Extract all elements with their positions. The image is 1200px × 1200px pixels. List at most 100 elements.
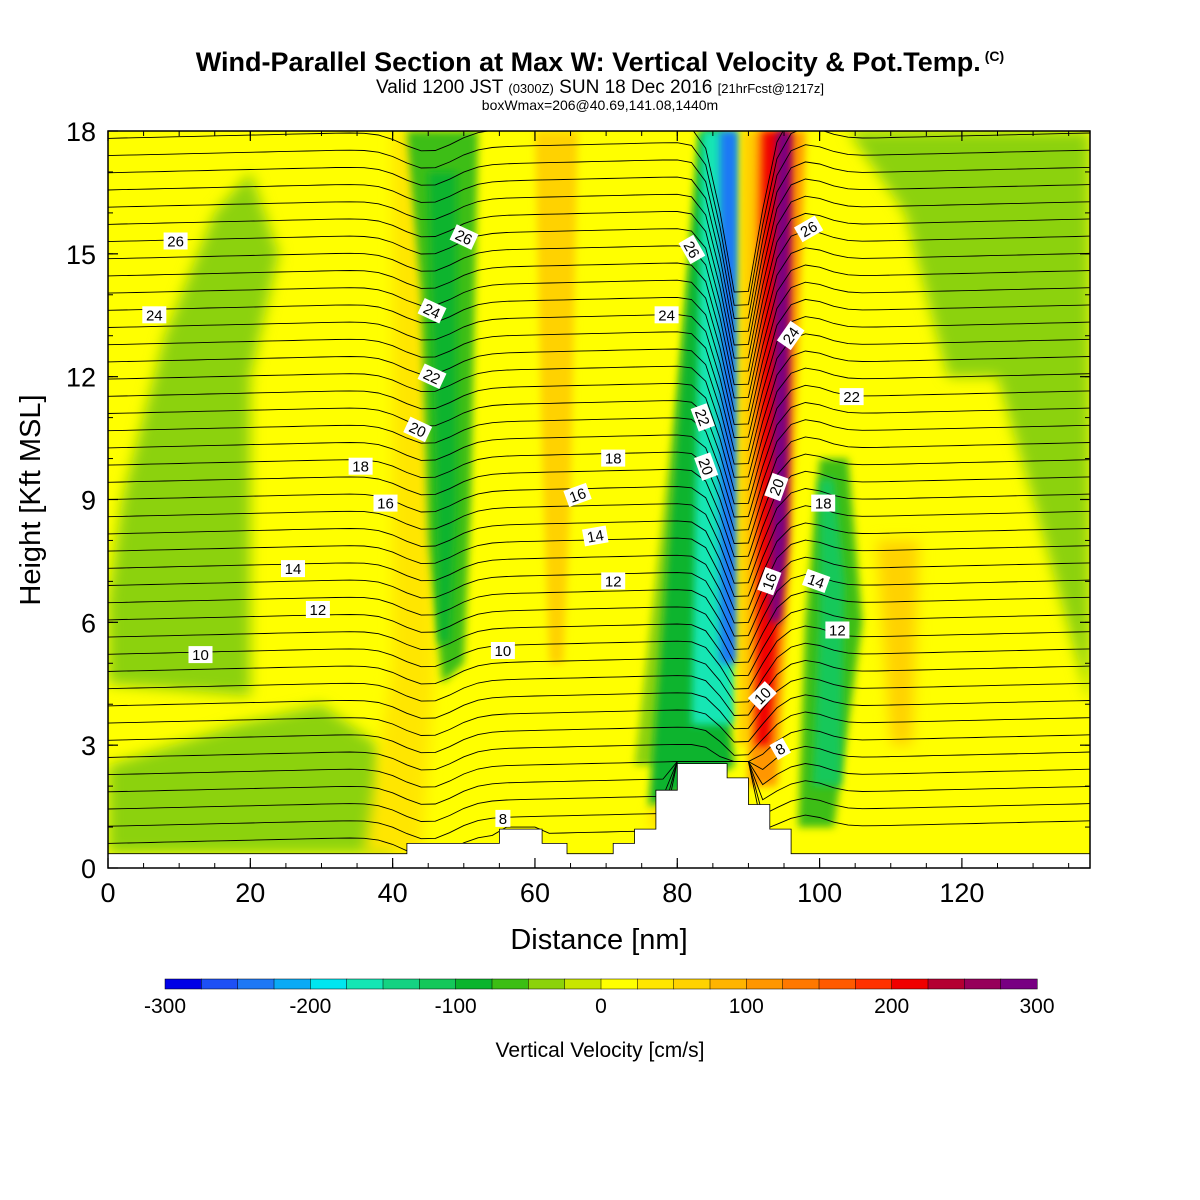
colorbar-swatch [673,978,711,990]
contour-label: 24 [654,306,679,324]
contour-label-text: 20 [406,419,428,441]
theta-contour-line [108,212,1090,372]
contour-label-bg [747,681,777,711]
colorbar-swatch [818,978,856,990]
contour-label: 10 [490,642,515,660]
contour-label-bg [163,232,188,250]
contour-label: 20 [694,452,719,481]
contour-label: 14 [582,525,609,547]
theta-contour-line [108,745,1090,788]
contour-label-bg [678,234,706,265]
contour-label-bg [839,388,864,406]
contour-label-bg [403,416,433,443]
theta-contour-line [108,488,1090,584]
contour-label-bg [373,494,398,512]
contour-label-text: 10 [495,643,512,660]
theta-contour-line [108,281,1090,425]
contour-label: 20 [764,472,789,502]
contour-label-text: 16 [567,485,588,507]
theta-contour-line [108,144,1090,319]
chart-title: Wind-Parallel Section at Max W: Vertical… [0,40,1200,78]
title-block: Wind-Parallel Section at Max W: Vertical… [0,40,1200,112]
contour-label-text: 18 [815,496,832,513]
contour-label-bg [582,525,609,547]
contour-label: 16 [373,494,398,513]
contour-label-text: 16 [759,571,781,592]
y-tick-label: 15 [66,240,96,270]
contour-label-bg [654,306,679,324]
theta-contour-line [108,591,1090,664]
theta-contour-line [108,350,1090,478]
contour-label-text: 12 [310,602,327,619]
valid-utc: (0300Z) [508,81,554,96]
contour-label: 26 [163,232,188,251]
colorbar-swatch [528,978,566,990]
contour-label-bg [490,642,515,659]
colorbar-swatch [927,978,965,990]
contour-label: 22 [417,363,447,390]
colorbar-swatch [201,978,239,990]
contour-label: 24 [142,306,167,324]
theta-contour-line [108,264,1090,412]
contour-label-text: 14 [285,561,302,578]
contour-label: 10 [747,681,777,711]
theta-contour-line [108,761,1090,840]
contour-label: 20 [403,416,433,443]
contour-label: 18 [811,494,836,513]
colorbar-swatch [564,978,602,990]
theta-contour-line [108,161,1090,333]
contour-label-bg [563,482,592,508]
contour-label: 8 [495,809,511,828]
colorbar-tick-label: 100 [729,995,764,1018]
contour-label-bg [449,224,479,250]
contour-label: 8 [769,737,791,760]
contour-label-bg [601,449,626,467]
velocity-band [428,171,457,643]
contour-label-text: 26 [167,234,184,251]
contour-label-bg [142,306,167,324]
contour-label-bg [495,809,511,827]
theta-contour-line [108,131,1090,306]
colorbar-tick-label: 300 [1019,995,1054,1018]
y-tick-label: 18 [66,117,96,147]
contour-label-text: 20 [767,477,789,498]
contour-label: 24 [417,297,447,324]
theta-contour-line [108,728,1090,771]
contour-label: 18 [348,457,373,476]
colorbar-swatch [782,978,820,990]
plot-area: 26 24 10 14 12 18 16 20 22 24 26 10 8 18 16 14 12 24 26 22 2… [108,131,1090,868]
contour-label-text: 12 [829,623,846,640]
contour-label-text: 10 [192,647,209,664]
x-tick-label: 40 [378,878,408,908]
theta-contour-line [108,625,1090,690]
colorbar-swatch [382,978,420,990]
contour-label-text: 24 [146,307,163,324]
theta-contour-line [108,556,1090,637]
theta-contour-line [108,419,1090,531]
theta-contour-line [108,247,1090,399]
colorbar-swatch [637,978,675,990]
contour-label-bg [801,568,831,594]
contour-label: 16 [563,482,592,508]
colorbar-title: Vertical Velocity [cm/s] [496,1039,705,1062]
contour-label-bg [811,494,836,512]
theta-contour-line [108,333,1090,465]
contour-label-text: 12 [605,573,622,590]
theta-contour-line [108,402,1090,518]
contour-label-bg [281,560,305,578]
theta-contour-line [108,711,1090,756]
theta-contour-line [108,761,1090,853]
contour-label-text: 24 [780,324,803,347]
y-tick-label: 6 [81,608,96,638]
contour-label-bg [794,215,824,243]
y-axis-title: Height [Kft MSL] [15,394,47,605]
theta-contour-line [108,367,1090,492]
contour-label-text: 22 [691,407,713,428]
contour-label-text: 20 [694,456,716,477]
contour-label-bg [601,572,626,590]
terrain-silhouette [108,763,1090,868]
colorbar-swatch [709,978,747,990]
x-axis: 0 20 40 60 80 100 120 [100,131,1070,908]
theta-contour-line [108,178,1090,346]
theta-contour-line [108,195,1090,359]
